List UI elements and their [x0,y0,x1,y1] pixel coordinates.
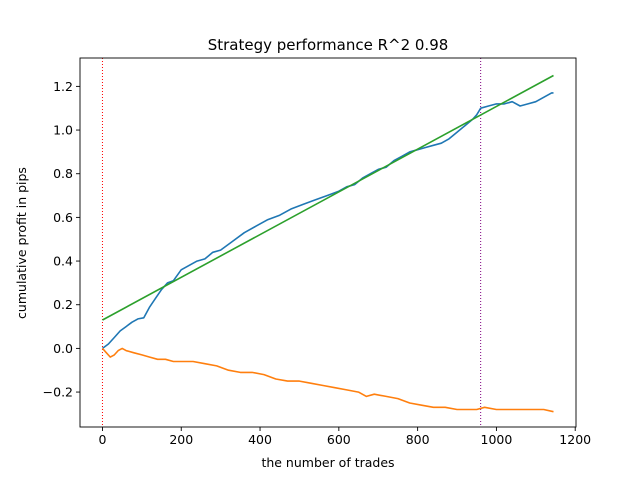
axes: 0 200 400 600 800 1000 1200 −0.2 0.0 0.2 0.4 0.6 0.8… [43,57,591,447]
y-tick-label: 0.6 [53,210,73,225]
x-tick-label: 800 [406,432,430,447]
x-tick-label: 400 [248,432,272,447]
y-axis-label: cumulative profit in pips [14,167,29,319]
series-line-1 [101,347,554,413]
x-tick-label: 600 [327,432,351,447]
y-tick-label: 1.0 [53,123,73,138]
y-tick-label: 0.2 [53,297,73,312]
y-tick-label: 1.2 [53,79,73,94]
x-axis-label: the number of trades [261,455,394,470]
x-tick-label: 1000 [481,432,513,447]
x-tick-label: 0 [98,432,106,447]
axes-frame [79,57,577,428]
x-tick-label: 200 [169,432,193,447]
y-tick-label: −0.2 [43,385,73,400]
y-tick-label: 0.0 [53,341,73,356]
series-line-2 [102,74,554,321]
x-tick-label: 1200 [559,432,591,447]
y-tick-label: 0.4 [53,254,73,269]
chart-title: Strategy performance R^2 0.98 [208,36,449,54]
y-tick-label: 0.8 [53,166,73,181]
plot-area [101,58,554,427]
